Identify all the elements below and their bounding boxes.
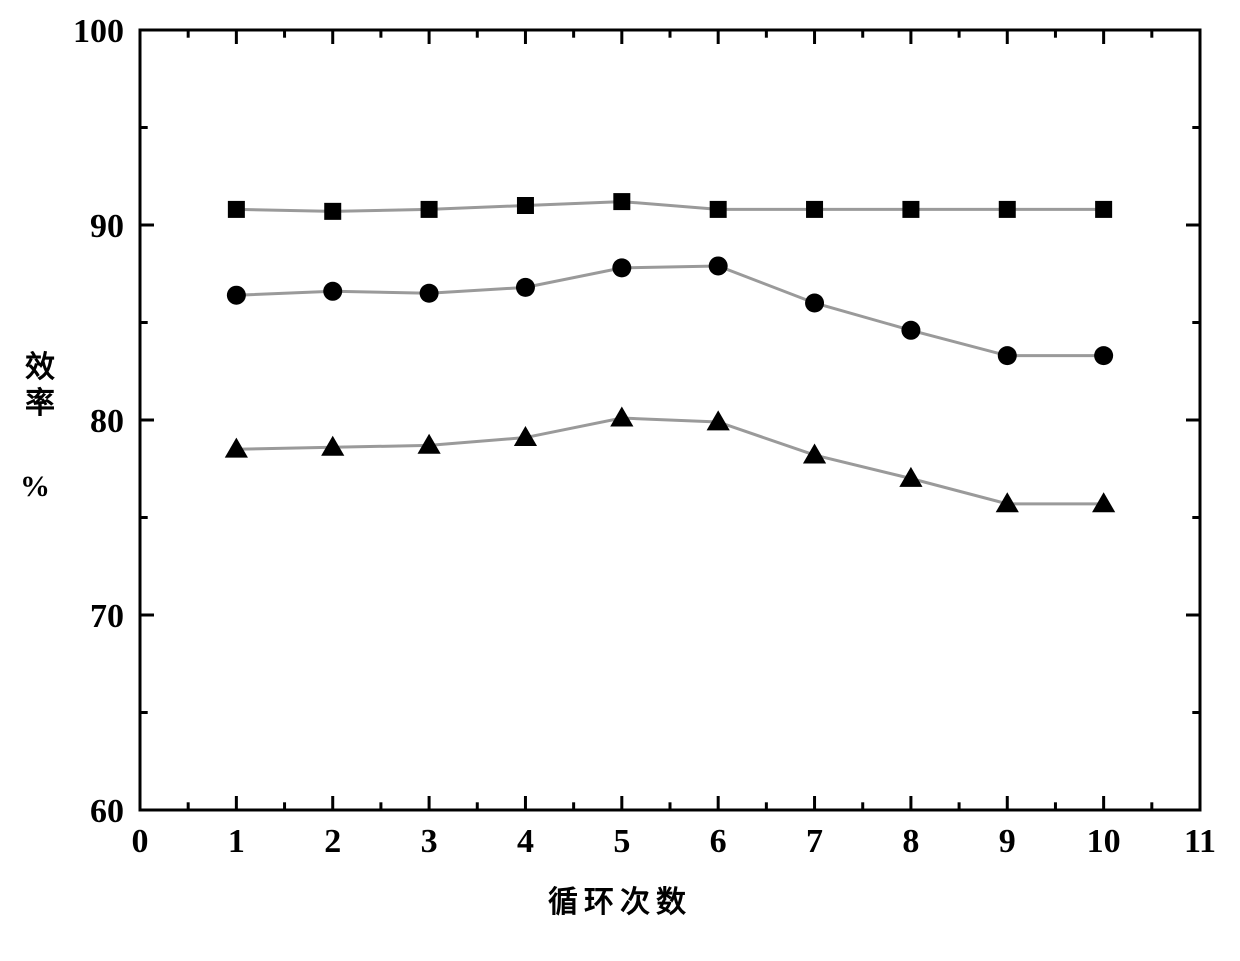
svg-text:1: 1 — [228, 823, 245, 860]
svg-text:80: 80 — [90, 403, 124, 440]
svg-text:4: 4 — [517, 823, 534, 860]
svg-text:9: 9 — [999, 823, 1016, 860]
chart-svg: 0 1 2 3 4 5 6 7 8 9 10 11 60 70 80 90 100 — [0, 0, 1240, 961]
chart-container: 0 1 2 3 4 5 6 7 8 9 10 11 60 70 80 90 100 效 率 % 循环次数 — [0, 0, 1240, 961]
x-axis-label: 循环次数 — [0, 877, 1240, 921]
y-axis-label-percent: % — [20, 470, 50, 504]
y-axis-label-char1: 效 — [20, 350, 60, 386]
y-axis-label: 效 率 — [20, 350, 60, 422]
svg-text:7: 7 — [806, 823, 823, 860]
y-axis-label-char2: 率 — [20, 386, 60, 422]
svg-text:100: 100 — [73, 13, 124, 50]
svg-text:60: 60 — [90, 793, 124, 830]
svg-text:90: 90 — [90, 208, 124, 245]
svg-text:2: 2 — [324, 823, 341, 860]
svg-text:11: 11 — [1184, 823, 1216, 860]
svg-text:3: 3 — [421, 823, 438, 860]
svg-text:70: 70 — [90, 598, 124, 635]
svg-text:5: 5 — [613, 823, 630, 860]
svg-text:8: 8 — [902, 823, 919, 860]
svg-text:0: 0 — [132, 823, 149, 860]
svg-text:6: 6 — [710, 823, 727, 860]
svg-text:10: 10 — [1087, 823, 1121, 860]
